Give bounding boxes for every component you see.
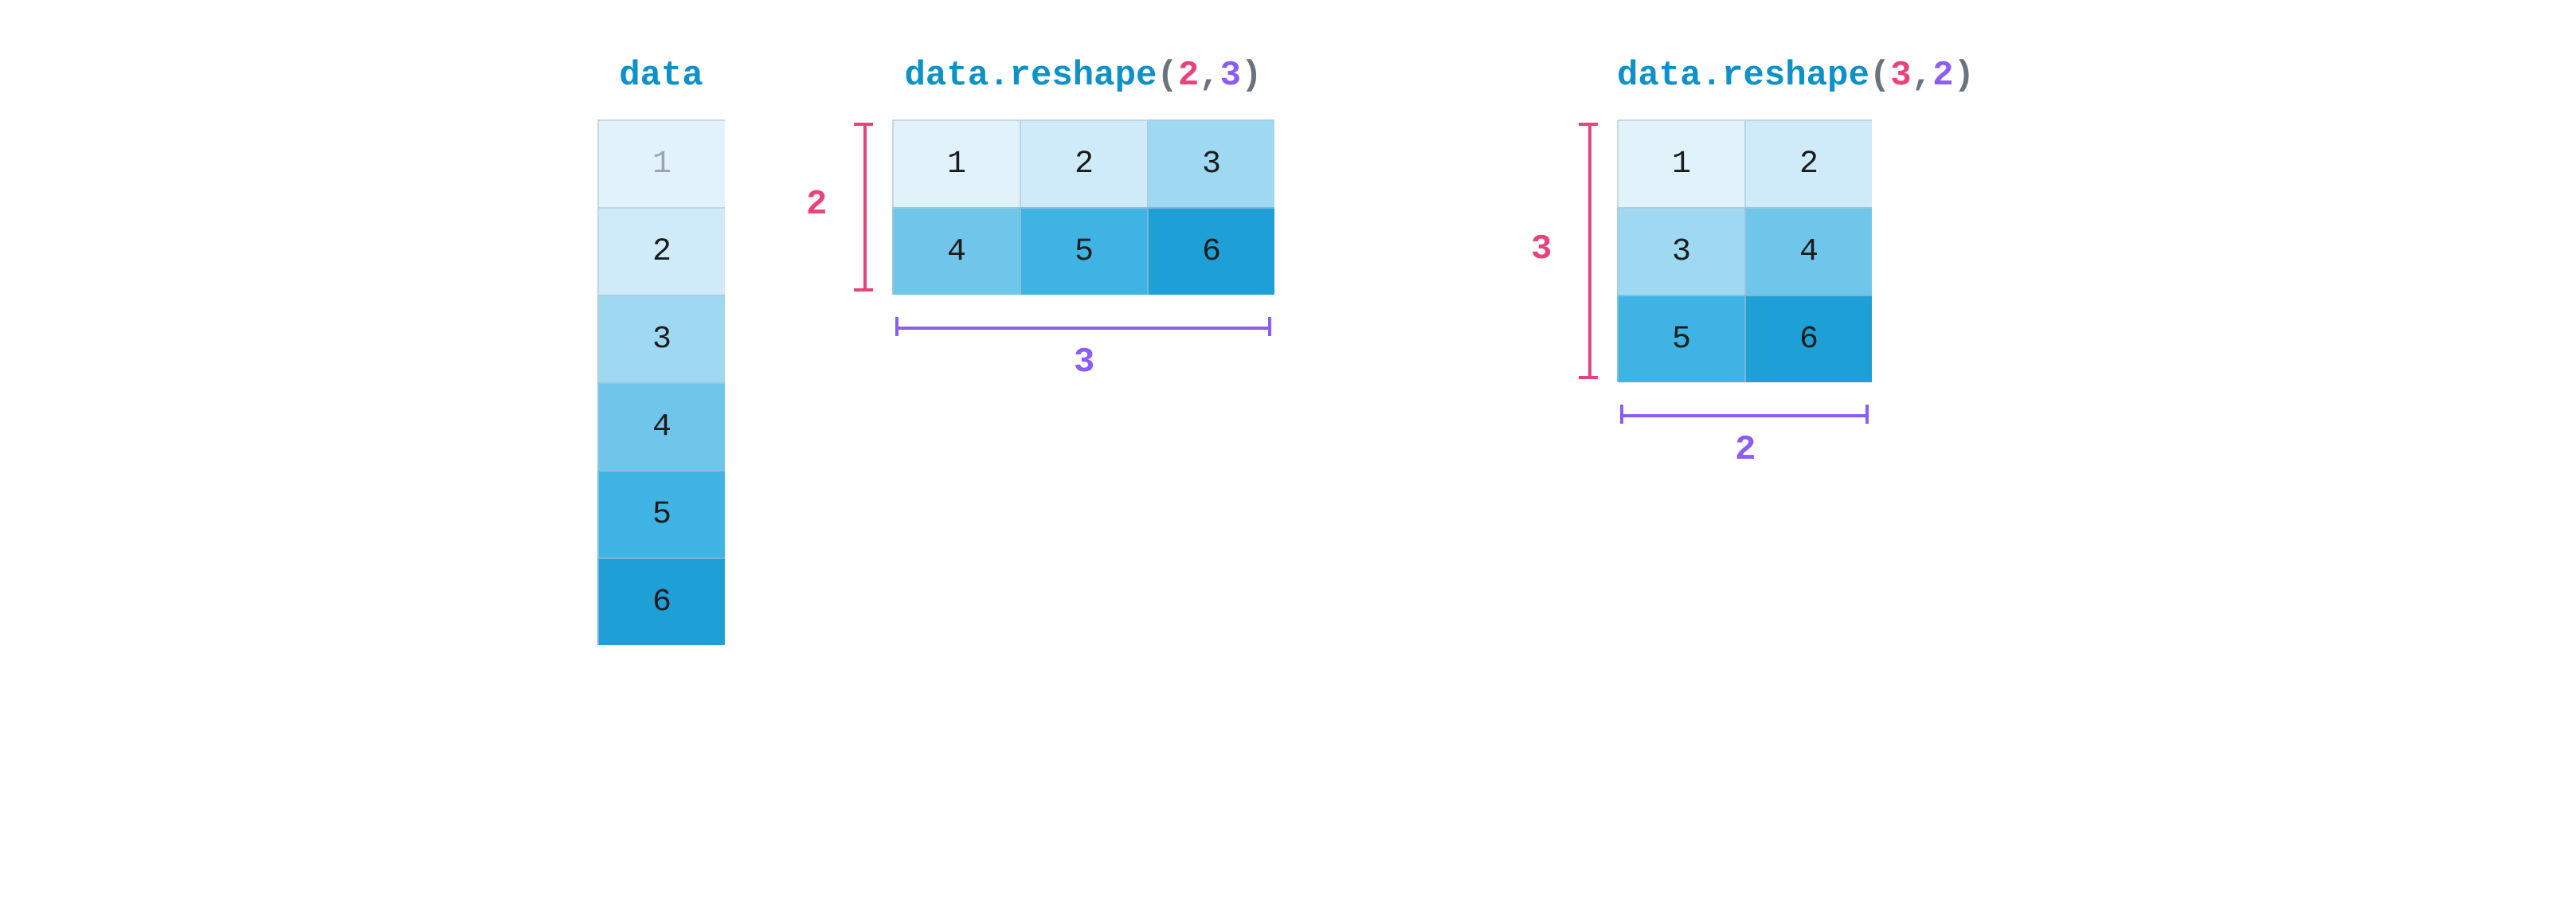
array-cell: 6: [597, 558, 725, 645]
array-cell: 1: [1617, 119, 1744, 207]
array-grid: 123456: [597, 119, 725, 645]
array-row: 12: [1617, 119, 1872, 207]
title-segment: ): [1241, 56, 1262, 96]
cols-dimension-label: 2: [1735, 430, 1756, 470]
title-segment: data: [619, 56, 703, 96]
array-cell: 5: [1617, 295, 1744, 382]
array-cell: 6: [1147, 207, 1274, 295]
array-cell: 6: [1744, 295, 1872, 382]
cols-dimension-label: 3: [1074, 342, 1094, 382]
array-row: 456: [892, 207, 1274, 295]
panel-title: data.reshape(2,3): [892, 56, 1274, 96]
array-row: 56: [1617, 295, 1872, 382]
array-cell: 4: [892, 207, 1020, 295]
title-segment: ,: [1912, 56, 1932, 96]
array-grid: 12345632: [1617, 119, 1872, 382]
rows-dimension-label: 3: [1531, 229, 1552, 268]
array-row: 123: [892, 119, 1274, 207]
array-cell: 5: [1020, 207, 1147, 295]
array-cell: 1: [597, 119, 725, 207]
array-row: 6: [597, 558, 725, 645]
cols-bracket: [1620, 405, 1869, 424]
title-segment: ,: [1199, 56, 1219, 96]
array-row: 3: [597, 295, 725, 382]
array-cell: 1: [892, 119, 1020, 207]
array-cell: 3: [597, 295, 725, 382]
panel-reshape-2-3: data.reshape(2,3)12345623: [892, 56, 1274, 295]
panel-title: data.reshape(3,2): [1617, 56, 1872, 96]
title-segment: 2: [1932, 56, 1953, 96]
rows-dimension-label: 2: [806, 185, 827, 225]
array-grid: 12345623: [892, 119, 1274, 295]
array-cell: 5: [597, 470, 725, 558]
cols-bracket: [895, 317, 1271, 336]
title-segment: data.reshape: [1617, 56, 1869, 96]
array-cell: 4: [597, 382, 725, 470]
array-row: 1: [597, 119, 725, 207]
rows-bracket: [854, 123, 873, 292]
panel-title: data: [597, 56, 725, 96]
array-row: 2: [597, 207, 725, 295]
array-cell: 2: [1744, 119, 1872, 207]
array-cell: 4: [1744, 207, 1872, 295]
title-segment: (: [1869, 56, 1890, 96]
rows-bracket: [1579, 123, 1598, 379]
panel-data-column: data 123456: [597, 56, 725, 645]
title-segment: (: [1157, 56, 1177, 96]
array-cell: 3: [1617, 207, 1744, 295]
array-row: 5: [597, 470, 725, 558]
array-cell: 2: [597, 207, 725, 295]
title-segment: 3: [1890, 56, 1911, 96]
title-segment: data.reshape: [905, 56, 1157, 96]
panel-reshape-3-2: data.reshape(3,2) 12345632: [1617, 56, 1872, 382]
array-cell: 3: [1147, 119, 1274, 207]
title-segment: 2: [1178, 56, 1199, 96]
array-cell: 2: [1020, 119, 1147, 207]
title-segment: 3: [1220, 56, 1241, 96]
array-row: 34: [1617, 207, 1872, 295]
title-segment: ): [1954, 56, 1975, 96]
array-row: 4: [597, 382, 725, 470]
diagram-canvas: data123456data.reshape(2,3)12345623data.…: [0, 0, 2576, 900]
